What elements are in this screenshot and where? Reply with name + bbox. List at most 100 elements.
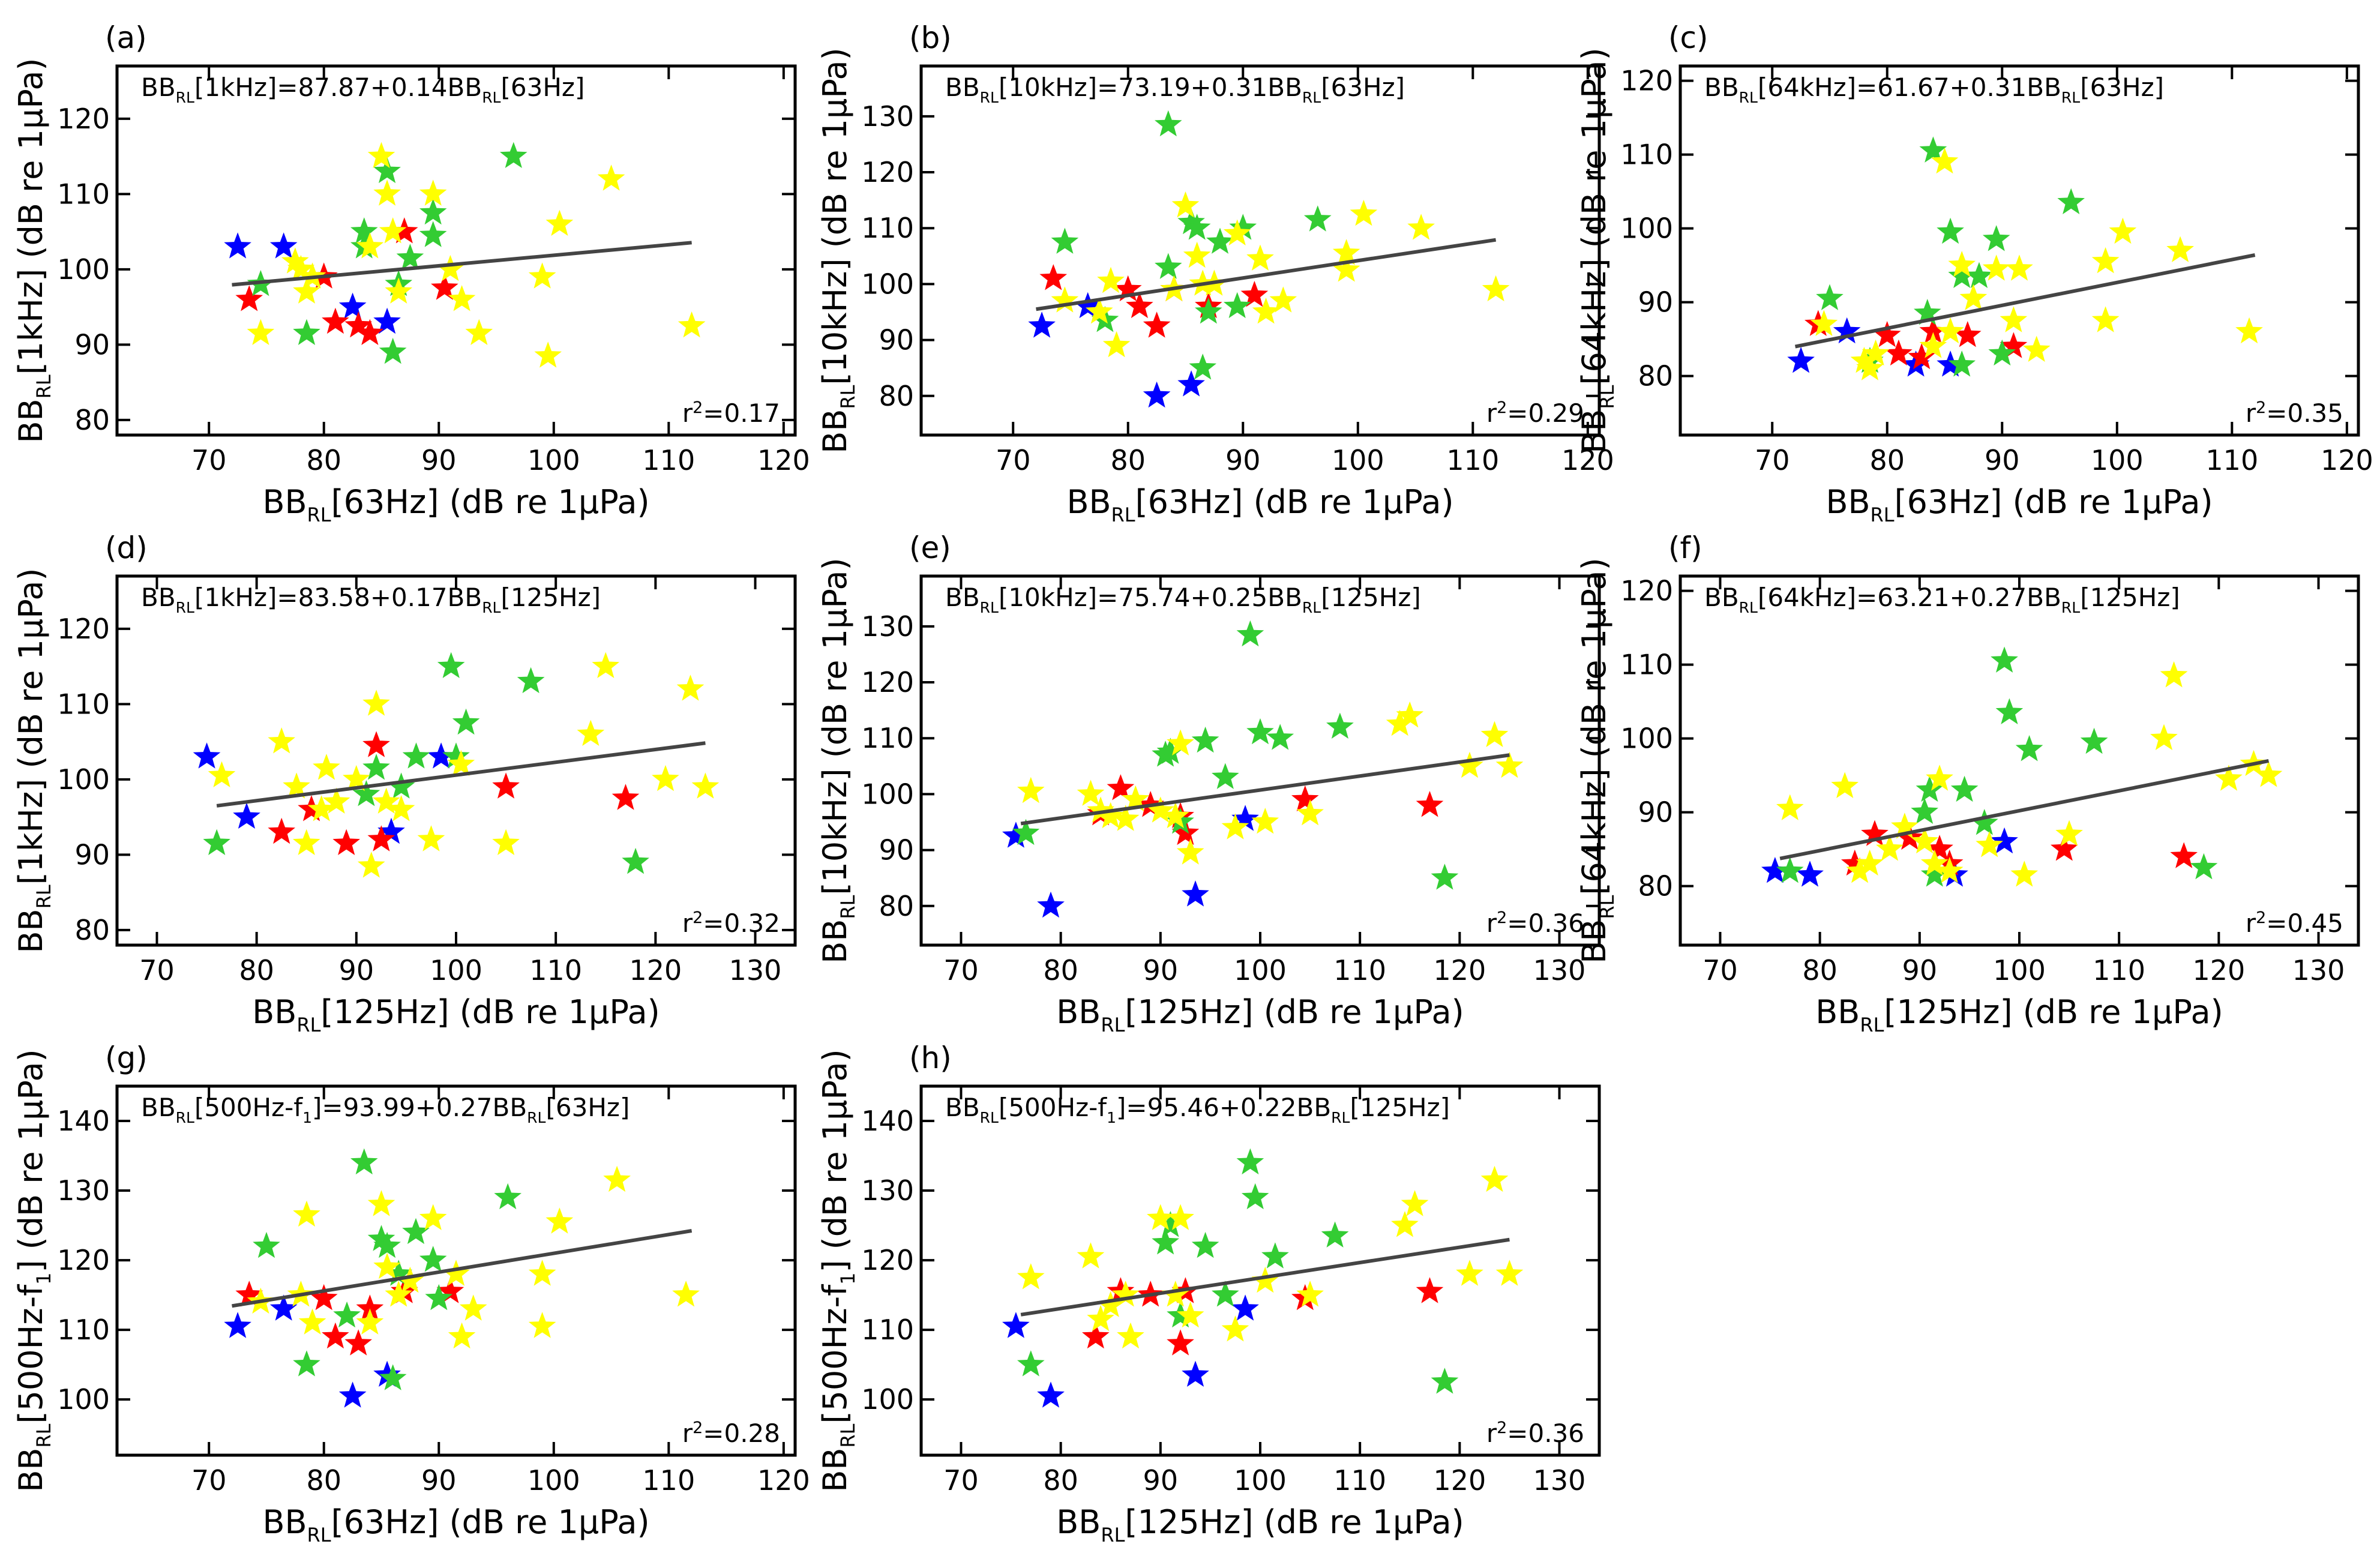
x-axis-title: BBRL[63Hz] (dB re 1μPa)	[262, 483, 649, 526]
plot-frame	[115, 64, 797, 437]
star-point-yellow	[1959, 284, 1988, 310]
star-point-red	[322, 1322, 349, 1349]
star-point-yellow	[1086, 298, 1113, 324]
star-point-green	[1431, 1368, 1459, 1394]
star-point-blue	[1833, 317, 1861, 344]
star-point-red	[492, 772, 520, 799]
star-point-yellow	[322, 787, 350, 814]
star-point-blue	[269, 1294, 298, 1321]
star-point-yellow	[678, 311, 706, 338]
star-point-yellow	[1456, 1260, 1483, 1286]
x-tick-label: 90	[421, 1464, 457, 1497]
star-point-green	[1920, 861, 1949, 887]
star-point-yellow	[1167, 729, 1194, 755]
star-point-blue	[373, 1360, 401, 1387]
star-point-green	[1971, 809, 1998, 835]
star-point-blue	[1937, 350, 1964, 377]
star-point-yellow	[247, 319, 275, 345]
y-axis-title: BBRL[10kHz] (dB re 1μPa)	[816, 47, 859, 453]
star-point-yellow	[1176, 838, 1204, 865]
star-point-blue	[1991, 827, 2018, 854]
r-squared-label: r2=0.32	[682, 909, 780, 938]
x-tick-label: 120	[2321, 444, 2373, 476]
star-point-green	[1911, 798, 1938, 824]
x-tick-label: 110	[2093, 954, 2145, 987]
star-point-green	[1321, 1221, 1349, 1248]
star-point-blue	[338, 292, 367, 319]
star-point-green	[1155, 110, 1182, 137]
star-point-green	[352, 780, 380, 807]
x-tick-label: 90	[421, 444, 457, 476]
y-tick-label: 110	[1620, 649, 1673, 681]
y-tick-label: 110	[57, 1314, 110, 1346]
star-point-yellow	[373, 1252, 401, 1279]
y-axis-title: BBRL[500Hz-f1] (dB re 1μPa)	[816, 1049, 859, 1492]
y-tick-label: 100	[57, 1383, 110, 1416]
r-squared-label: r2=0.36	[1486, 1419, 1584, 1448]
x-axis-title: BBRL[63Hz] (dB re 1μPa)	[1066, 483, 1453, 526]
star-point-yellow	[1937, 317, 1964, 344]
star-point-red	[1908, 343, 1935, 370]
star-point-red	[356, 1294, 384, 1321]
x-tick-label: 120	[1561, 444, 1614, 476]
panel-label: (a)	[105, 20, 147, 55]
star-point-red	[268, 817, 295, 844]
star-point-red	[344, 1329, 372, 1356]
regression-line	[1020, 1237, 1510, 1317]
star-point-yellow	[1911, 827, 1938, 854]
star-point-green	[1816, 284, 1844, 310]
y-tick-label: 110	[861, 212, 914, 244]
star-point-yellow	[1480, 721, 1509, 747]
star-point-red	[431, 274, 458, 300]
star-point-yellow	[419, 1204, 447, 1230]
star-point-green	[1177, 208, 1205, 235]
x-tick-label: 130	[1533, 954, 1586, 987]
star-point-green	[1988, 339, 2016, 366]
star-point-yellow	[373, 179, 401, 206]
star-point-blue	[269, 232, 298, 259]
star-point-red	[1416, 791, 1444, 817]
star-point-yellow	[2235, 317, 2263, 344]
star-point-green	[253, 1231, 280, 1258]
star-point-yellow	[1087, 1305, 1114, 1332]
star-point-yellow	[1456, 751, 1483, 778]
star-point-yellow	[1396, 701, 1424, 728]
y-tick-label: 140	[861, 1105, 914, 1137]
star-point-green	[1937, 217, 1964, 244]
x-tick-label: 90	[339, 954, 374, 987]
star-point-red	[235, 285, 263, 311]
star-point-yellow	[1386, 709, 1414, 736]
star-point-green	[1914, 299, 1941, 325]
star-point-yellow	[1183, 241, 1211, 268]
star-point-yellow	[447, 749, 475, 776]
star-point-yellow	[1935, 857, 1964, 883]
y-tick-label: 90	[879, 834, 914, 867]
star-point-yellow	[1810, 310, 1838, 336]
star-point-green	[350, 217, 378, 244]
star-point-yellow	[287, 254, 315, 281]
plot-frame	[1678, 64, 2360, 437]
star-point-yellow	[465, 319, 493, 345]
star-point-yellow	[1252, 298, 1280, 324]
y-tick-label: 90	[74, 838, 110, 871]
y-axis-title: BBRL[1kHz] (dB re 1μPa)	[12, 58, 55, 443]
star-point-green	[333, 1301, 361, 1328]
star-point-blue	[1231, 805, 1259, 831]
star-point-red	[1039, 264, 1068, 290]
star-point-green	[499, 142, 527, 168]
star-point-yellow	[1147, 1204, 1174, 1230]
star-point-yellow	[1251, 808, 1279, 834]
star-point-blue	[224, 232, 251, 259]
y-tick-label: 80	[74, 404, 110, 436]
star-point-green	[1916, 775, 1944, 802]
star-point-yellow	[1850, 347, 1878, 373]
star-point-yellow	[2150, 724, 2178, 750]
x-tick-label: 70	[943, 1464, 979, 1497]
y-tick-label: 100	[861, 778, 914, 810]
x-tick-label: 70	[191, 1464, 227, 1497]
regression-line	[232, 241, 692, 287]
star-point-green	[419, 221, 447, 247]
star-point-red	[2000, 332, 2028, 358]
star-point-green	[1326, 712, 1354, 739]
y-axis-title: BBRL[500Hz-f1] (dB re 1μPa)	[12, 1049, 55, 1492]
